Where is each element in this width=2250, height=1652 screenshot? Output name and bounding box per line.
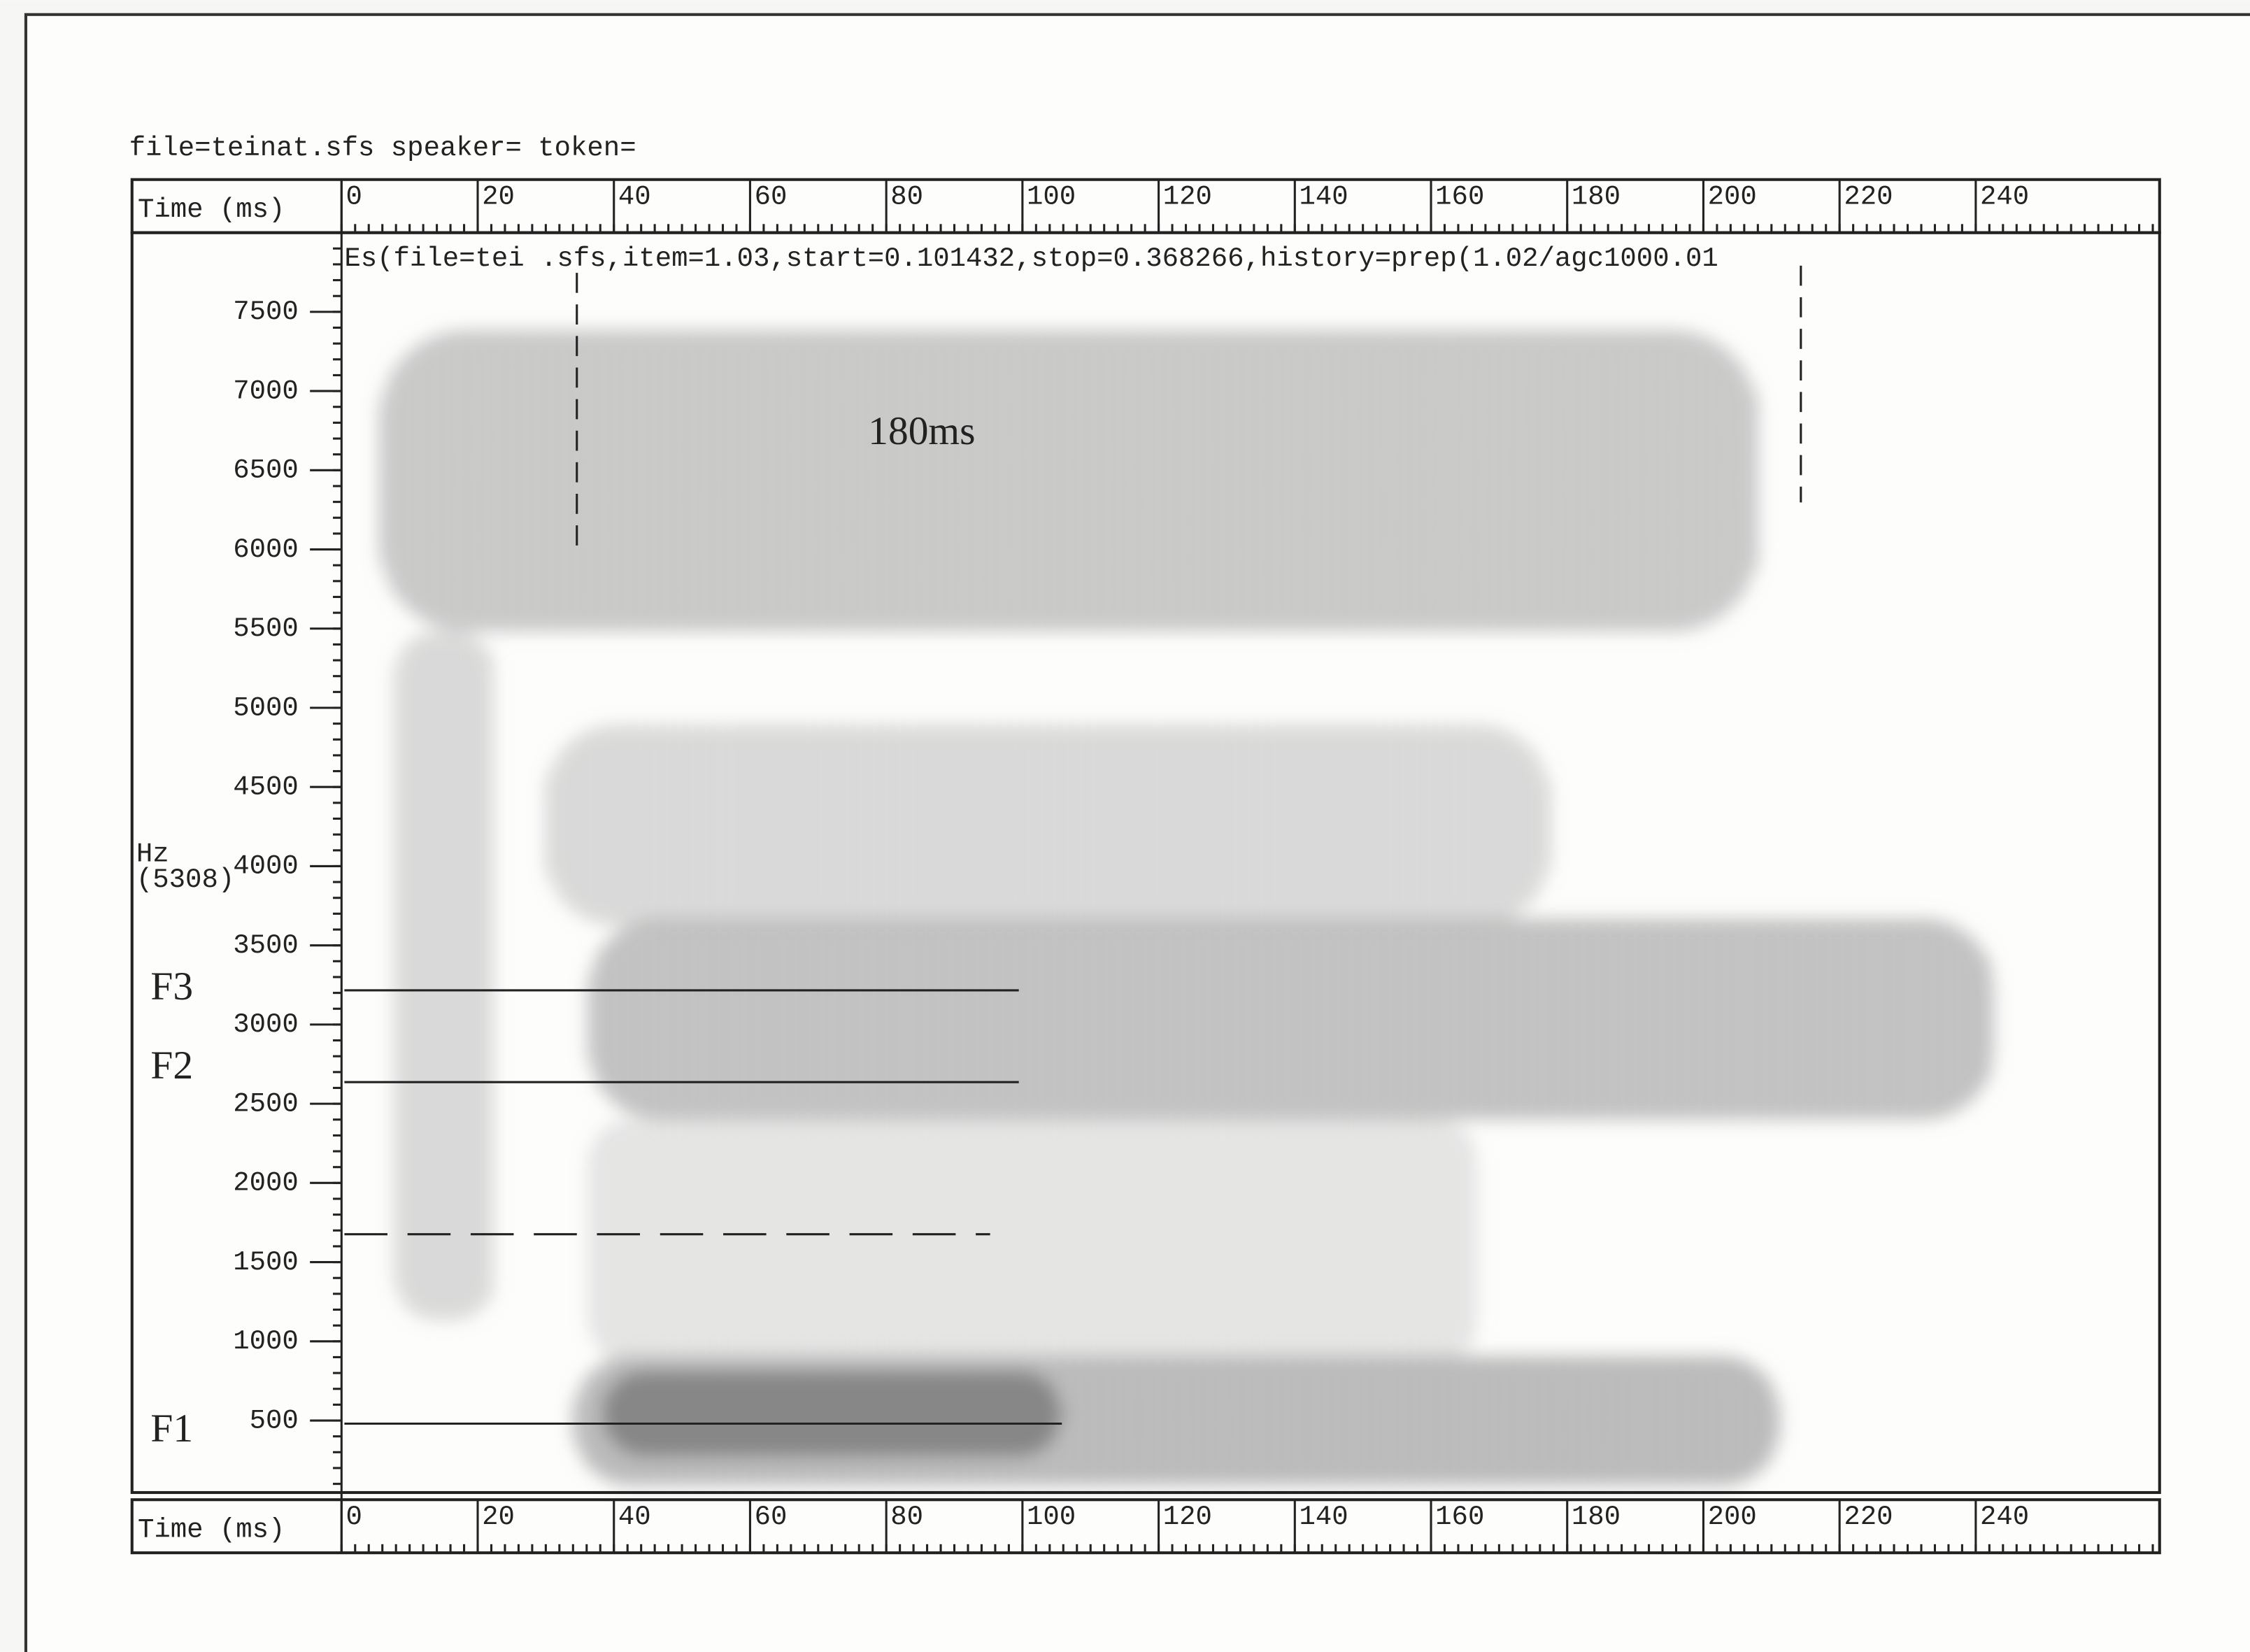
x-tick-label: 180 bbox=[1572, 182, 1621, 213]
x-tick-label: 40 bbox=[618, 182, 651, 213]
texture-band bbox=[588, 1119, 1479, 1364]
texture-band bbox=[602, 1370, 1062, 1457]
x-tick-label: 60 bbox=[755, 1502, 788, 1532]
y-tick-label: 500 bbox=[250, 1405, 299, 1436]
y-tick-label: 2500 bbox=[233, 1088, 299, 1119]
formant-label: F2 bbox=[150, 1044, 193, 1088]
y-axis-note: (5308) bbox=[136, 864, 234, 895]
x-tick-label: 20 bbox=[482, 182, 515, 213]
x-tick-label: 180 bbox=[1572, 1502, 1621, 1532]
header: file=teinat.sfs speaker= token= bbox=[129, 133, 636, 164]
x-tick-label: 200 bbox=[1708, 1502, 1757, 1532]
y-tick-label: 6500 bbox=[233, 455, 299, 486]
texture-band bbox=[588, 918, 1995, 1120]
x-axis-label: Time (ms) bbox=[138, 194, 285, 225]
x-tick-label: 0 bbox=[346, 1502, 362, 1532]
x-tick-label: 140 bbox=[1299, 1502, 1348, 1532]
y-tick-label: 5500 bbox=[233, 613, 299, 644]
y-tick-label: 7000 bbox=[233, 376, 299, 406]
y-tick-label: 3500 bbox=[233, 930, 299, 961]
texture-band bbox=[380, 330, 1758, 632]
x-tick-label: 160 bbox=[1435, 1502, 1484, 1532]
y-tick-label: 1500 bbox=[233, 1247, 299, 1278]
x-tick-label: 120 bbox=[1163, 1502, 1212, 1532]
x-tick-label: 200 bbox=[1708, 182, 1757, 213]
y-tick-label: 6000 bbox=[233, 534, 299, 565]
y-tick-label: 4000 bbox=[233, 851, 299, 882]
formant-label: F3 bbox=[150, 964, 193, 1009]
x-tick-label: 80 bbox=[890, 1502, 923, 1532]
x-tick-label: 40 bbox=[618, 1502, 651, 1532]
x-tick-label: 0 bbox=[346, 182, 362, 213]
y-tick-label: 1000 bbox=[233, 1326, 299, 1357]
y-tick-label: 3000 bbox=[233, 1009, 299, 1040]
x-tick-label: 240 bbox=[1980, 1502, 2029, 1532]
x-tick-label: 20 bbox=[482, 1502, 515, 1532]
y-tick-label: 4500 bbox=[233, 772, 299, 803]
formant-label: F1 bbox=[150, 1407, 193, 1451]
x-tick-label: 100 bbox=[1027, 182, 1076, 213]
y-tick-label: 2000 bbox=[233, 1168, 299, 1199]
x-tick-label: 80 bbox=[890, 182, 923, 213]
x-tick-label: 240 bbox=[1980, 182, 2029, 213]
x-tick-label: 100 bbox=[1027, 1502, 1076, 1532]
x-axis-label: Time (ms) bbox=[138, 1515, 285, 1546]
plot-title: Es(file=tei .sfs,item=1.03,start=0.10143… bbox=[344, 243, 1718, 274]
texture-band bbox=[394, 632, 495, 1320]
x-tick-label: 220 bbox=[1844, 182, 1893, 213]
x-tick-label: 220 bbox=[1844, 1502, 1893, 1532]
texture-band bbox=[545, 725, 1550, 926]
x-tick-label: 160 bbox=[1435, 182, 1484, 213]
x-tick-label: 120 bbox=[1163, 182, 1212, 213]
x-tick-label: 140 bbox=[1299, 182, 1348, 213]
x-tick-label: 60 bbox=[755, 182, 788, 213]
spectrogram-texture bbox=[380, 330, 1995, 1486]
y-axis-label: Hz bbox=[136, 839, 169, 869]
annotation: 180ms bbox=[868, 409, 975, 453]
y-tick-label: 7500 bbox=[233, 297, 299, 327]
y-tick-label: 5000 bbox=[233, 692, 299, 723]
